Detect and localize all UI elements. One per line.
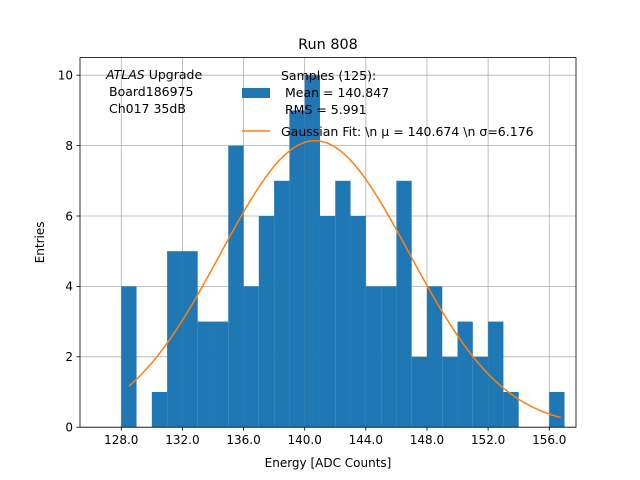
y-tick-label: 4 bbox=[65, 280, 73, 294]
histogram-bars bbox=[121, 75, 565, 428]
y-axis-label: Entries bbox=[33, 222, 47, 264]
histogram-bar bbox=[258, 216, 275, 428]
legend-histogram-label-line-1: Samples (125): bbox=[281, 68, 376, 83]
histogram-bar bbox=[442, 356, 458, 428]
histogram-bar bbox=[426, 286, 443, 428]
y-tick-label: 6 bbox=[65, 209, 73, 223]
histogram-bar bbox=[243, 286, 259, 428]
histogram-bar bbox=[335, 180, 351, 428]
x-tick-label: 144.0 bbox=[349, 433, 383, 447]
histogram-bar bbox=[228, 145, 244, 428]
legend-fit-label: Gaussian Fit: \n μ = 140.674 \n σ=6.176 bbox=[281, 124, 534, 139]
histogram-bar bbox=[197, 321, 213, 428]
histogram-bar bbox=[503, 392, 519, 428]
x-axis-label: Energy [ADC Counts] bbox=[265, 456, 392, 470]
y-axis-ticks: 0 2 4 6 8 10 bbox=[58, 69, 80, 435]
histogram-bar bbox=[167, 251, 183, 428]
legend: Samples (125): Mean = 140.847 RMS = 5.99… bbox=[242, 68, 534, 139]
histogram-bar bbox=[319, 216, 336, 428]
histogram-bar bbox=[350, 216, 366, 428]
histogram-bar bbox=[274, 180, 290, 428]
legend-histogram-label-line-3: RMS = 5.991 bbox=[281, 102, 367, 117]
annotation-board: Board186975 bbox=[109, 84, 193, 99]
histogram-bar bbox=[381, 286, 397, 428]
y-tick-label: 10 bbox=[58, 69, 73, 83]
x-tick-label: 140.0 bbox=[288, 433, 322, 447]
axes-frame bbox=[79, 57, 577, 428]
gaussian-fit bbox=[128, 139, 561, 419]
annotation-experiment-italic: ATLAS bbox=[105, 67, 145, 82]
chart-title: Run 808 bbox=[298, 37, 358, 53]
histogram-bar bbox=[212, 321, 229, 428]
annotation-experiment-rest: Upgrade bbox=[145, 67, 203, 82]
histogram-bar bbox=[472, 356, 489, 428]
histogram-bar bbox=[304, 75, 320, 428]
x-tick-label: 136.0 bbox=[226, 433, 260, 447]
x-tick-label: 132.0 bbox=[165, 433, 199, 447]
histogram-bar bbox=[182, 251, 198, 428]
histogram-bar bbox=[151, 392, 168, 428]
x-tick-label: 152.0 bbox=[471, 433, 505, 447]
histogram-bar bbox=[457, 321, 473, 428]
x-tick-label: 148.0 bbox=[410, 433, 444, 447]
histogram-bar bbox=[365, 286, 382, 428]
histogram-bar bbox=[289, 110, 305, 428]
gaussian-fit-curve bbox=[128, 139, 561, 419]
x-tick-label: 156.0 bbox=[532, 433, 566, 447]
legend-histogram-label-line-2: Mean = 140.847 bbox=[281, 85, 389, 100]
annotation-experiment: ATLAS Upgrade bbox=[105, 67, 202, 82]
y-tick-label: 2 bbox=[65, 350, 73, 364]
histogram-bar bbox=[488, 321, 504, 428]
histogram-bar bbox=[411, 356, 427, 428]
histogram-bar bbox=[121, 286, 137, 428]
legend-histogram-swatch bbox=[242, 88, 270, 98]
annotation-channel: Ch017 35dB bbox=[109, 101, 186, 116]
atlas-annotation: ATLAS Upgrade Board186975 Ch017 35dB bbox=[105, 67, 202, 116]
y-tick-label: 8 bbox=[65, 139, 73, 153]
histogram-bar bbox=[549, 392, 565, 428]
y-tick-label: 0 bbox=[65, 421, 73, 435]
x-tick-label: 128.0 bbox=[104, 433, 138, 447]
x-axis-ticks: 128.0 132.0 136.0 140.0 144.0 148.0 152.0 156.0 bbox=[104, 427, 566, 447]
histogram-bar bbox=[396, 180, 412, 428]
